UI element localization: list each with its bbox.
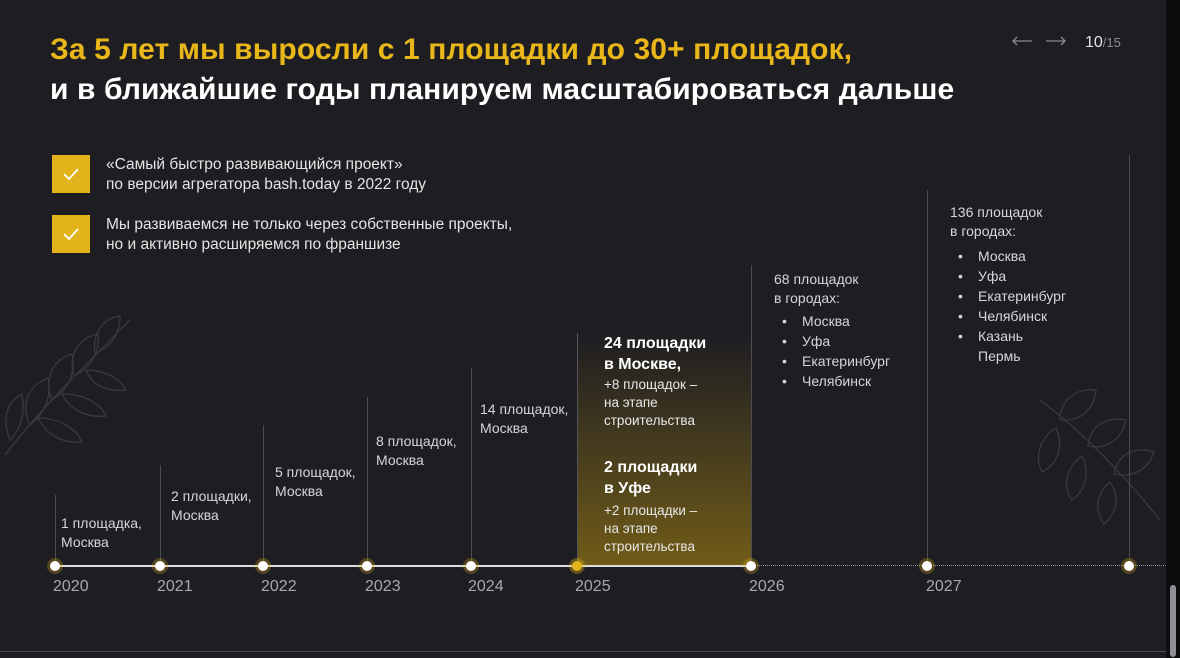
year-label: 2022 xyxy=(261,578,297,595)
laurel-branch-left-icon xyxy=(4,315,131,456)
timeline-marker xyxy=(1129,155,1130,565)
timeline-dot[interactable] xyxy=(922,561,932,571)
bottom-divider xyxy=(0,651,1166,652)
slide-navigation xyxy=(1010,33,1068,49)
year-label: 2024 xyxy=(468,578,504,595)
moscow-count-title: 24 площадки в Москве, xyxy=(604,335,707,373)
timeline-marker xyxy=(471,368,472,565)
milestone-label: 8 площадок, Москва xyxy=(376,433,457,468)
ufa-construction-note: +2 площадки – на этапе строительства xyxy=(604,503,698,554)
milestone-label: 1 площадка, Москва xyxy=(61,515,142,550)
timeline-dot[interactable] xyxy=(362,561,372,571)
check-item: Мы развиваемся не только через собственн… xyxy=(52,215,512,255)
city-item: Екатеринбург xyxy=(954,286,1066,306)
city-item: Челябинск xyxy=(954,306,1066,326)
arrow-right-icon[interactable] xyxy=(1044,33,1068,49)
check-item: «Самый быстро развивающийся проект» по в… xyxy=(52,155,426,195)
timeline-marker xyxy=(55,495,56,565)
title-line-accent: За 5 лет мы выросли с 1 площадки до 30+ … xyxy=(50,33,853,66)
timeline-marker xyxy=(927,190,928,565)
timeline-dot[interactable] xyxy=(155,561,165,571)
city-item: Пермь xyxy=(978,348,1021,364)
timeline-dot[interactable] xyxy=(746,561,756,571)
plan-2026-city-list: Москва Уфа Екатеринбург Челябинск xyxy=(778,311,890,391)
moscow-construction-note: +8 площадок – на этапе строительства xyxy=(604,377,698,428)
year-label: 2023 xyxy=(365,578,401,595)
scrollbar-thumb[interactable] xyxy=(1170,585,1176,657)
timeline-dot[interactable] xyxy=(1124,561,1134,571)
checkmark-icon xyxy=(52,155,90,193)
laurel-branch-right-icon xyxy=(1037,389,1161,525)
year-label: 2020 xyxy=(53,578,89,595)
city-item: Казань xyxy=(954,326,1066,346)
milestone-label: 2 площадки, Москва xyxy=(171,488,252,523)
timeline-marker xyxy=(751,265,752,565)
timeline-dot-current[interactable] xyxy=(572,561,582,571)
plan-2027-city-list: Москва Уфа Екатеринбург Челябинск Казань… xyxy=(954,246,1066,366)
milestone-label: 14 площадок, Москва xyxy=(480,401,569,436)
timeline-marker xyxy=(263,425,264,565)
check-text: Мы развиваемся не только через собственн… xyxy=(106,216,513,253)
year-label: 2021 xyxy=(157,578,193,595)
plan-2027-heading: 136 площадок в городах: xyxy=(950,204,1043,239)
timeline-marker xyxy=(160,465,161,565)
city-item: Челябинск xyxy=(778,371,890,391)
timeline-marker xyxy=(367,397,368,565)
check-text: «Самый быстро развивающийся проект» по в… xyxy=(106,156,427,193)
page-counter: 10/15 xyxy=(1085,34,1121,52)
window-right-edge xyxy=(1166,0,1180,658)
page-current: 10 xyxy=(1085,34,1103,51)
plan-2026-heading: 68 площадок в городах: xyxy=(774,271,859,306)
page-title: За 5 лет мы выросли с 1 площадки до 30+ … xyxy=(50,30,954,110)
timeline-marker xyxy=(577,333,578,565)
city-item: Уфа xyxy=(954,266,1066,286)
city-item: Москва xyxy=(954,246,1066,266)
year-label: 2027 xyxy=(926,578,962,595)
city-item: Москва xyxy=(778,311,890,331)
city-item: Екатеринбург xyxy=(778,351,890,371)
page-total: /15 xyxy=(1102,35,1121,50)
timeline-dot[interactable] xyxy=(466,561,476,571)
checkmark-icon xyxy=(52,215,90,253)
timeline-axis xyxy=(52,565,752,567)
year-label: 2026 xyxy=(749,578,785,595)
current-year-highlight xyxy=(577,333,752,565)
city-item: Уфа xyxy=(778,331,890,351)
timeline-dot[interactable] xyxy=(258,561,268,571)
arrow-left-icon[interactable] xyxy=(1010,33,1034,49)
milestone-label: 5 площадок, Москва xyxy=(275,464,356,499)
ufa-count-title: 2 площадки в Уфе xyxy=(604,459,698,497)
year-label: 2025 xyxy=(575,578,611,595)
timeline-dot[interactable] xyxy=(50,561,60,571)
title-line-main: и в ближайшие годы планируем масштабиров… xyxy=(50,73,955,106)
